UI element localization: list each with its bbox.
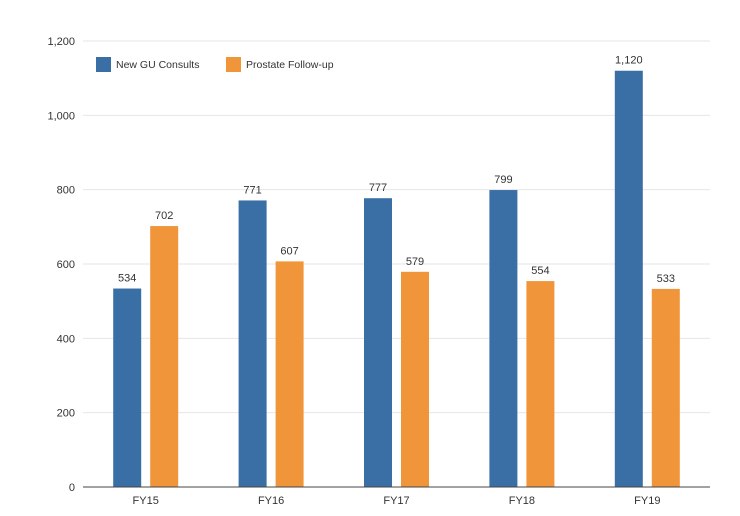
x-tick-label: FY17 bbox=[383, 495, 409, 507]
data-label-prostate-follow-up-fy17: 579 bbox=[406, 256, 424, 268]
bar-new-gu-consults-fy19 bbox=[614, 70, 643, 487]
legend-swatch-prostate-follow-up bbox=[226, 57, 241, 72]
y-axis: 0 200 400 600 800 1,000 1,200 bbox=[47, 36, 75, 494]
y-tick-label: 1,000 bbox=[47, 110, 75, 122]
x-tick-label: FY15 bbox=[133, 495, 159, 507]
y-tick-label: 400 bbox=[57, 333, 75, 345]
bar-prostate-follow-up-fy16 bbox=[275, 261, 304, 487]
y-tick-label: 600 bbox=[57, 259, 75, 271]
bar-prostate-follow-up-fy18 bbox=[526, 281, 555, 487]
bar-new-gu-consults-fy18 bbox=[489, 190, 518, 487]
data-label-prostate-follow-up-fy16: 607 bbox=[280, 245, 298, 257]
data-label-new-gu-consults-fy16: 771 bbox=[243, 184, 261, 196]
legend-label-new-gu-consults: New GU Consults bbox=[116, 59, 199, 71]
bar-new-gu-consults-fy16 bbox=[238, 200, 267, 487]
y-tick-label: 0 bbox=[69, 482, 75, 494]
data-label-new-gu-consults-fy15: 534 bbox=[118, 273, 136, 285]
data-label-prostate-follow-up-fy19: 533 bbox=[657, 273, 675, 285]
x-axis: FY15 FY16 FY17 FY18 FY19 bbox=[83, 486, 710, 507]
bar-prostate-follow-up-fy15 bbox=[150, 226, 179, 487]
bar-prostate-follow-up-fy19 bbox=[651, 288, 680, 487]
bars bbox=[113, 70, 680, 487]
legend: New GU Consults Prostate Follow-up bbox=[96, 57, 334, 72]
y-tick-label: 800 bbox=[57, 185, 75, 197]
legend-swatch-new-gu-consults bbox=[96, 57, 111, 72]
y-tick-label: 1,200 bbox=[47, 36, 75, 48]
bar-new-gu-consults-fy15 bbox=[113, 288, 142, 487]
data-label-prostate-follow-up-fy18: 554 bbox=[531, 265, 549, 277]
gridlines bbox=[83, 40, 710, 414]
data-label-prostate-follow-up-fy15: 702 bbox=[155, 210, 173, 222]
data-label-new-gu-consults-fy19: 1,120 bbox=[615, 55, 643, 67]
data-label-new-gu-consults-fy17: 777 bbox=[369, 182, 387, 194]
bar-new-gu-consults-fy17 bbox=[364, 198, 392, 487]
bar-prostate-follow-up-fy17 bbox=[401, 271, 429, 487]
x-tick-label: FY18 bbox=[509, 495, 535, 507]
legend-label-prostate-follow-up: Prostate Follow-up bbox=[246, 59, 334, 71]
x-tick-label: FY16 bbox=[258, 495, 284, 507]
y-tick-label: 200 bbox=[57, 408, 75, 420]
x-tick-label: FY19 bbox=[634, 495, 660, 507]
data-labels: 534 702 771 607 777 579 799 554 1,120 533 bbox=[118, 55, 675, 285]
data-label-new-gu-consults-fy18: 799 bbox=[494, 174, 512, 186]
